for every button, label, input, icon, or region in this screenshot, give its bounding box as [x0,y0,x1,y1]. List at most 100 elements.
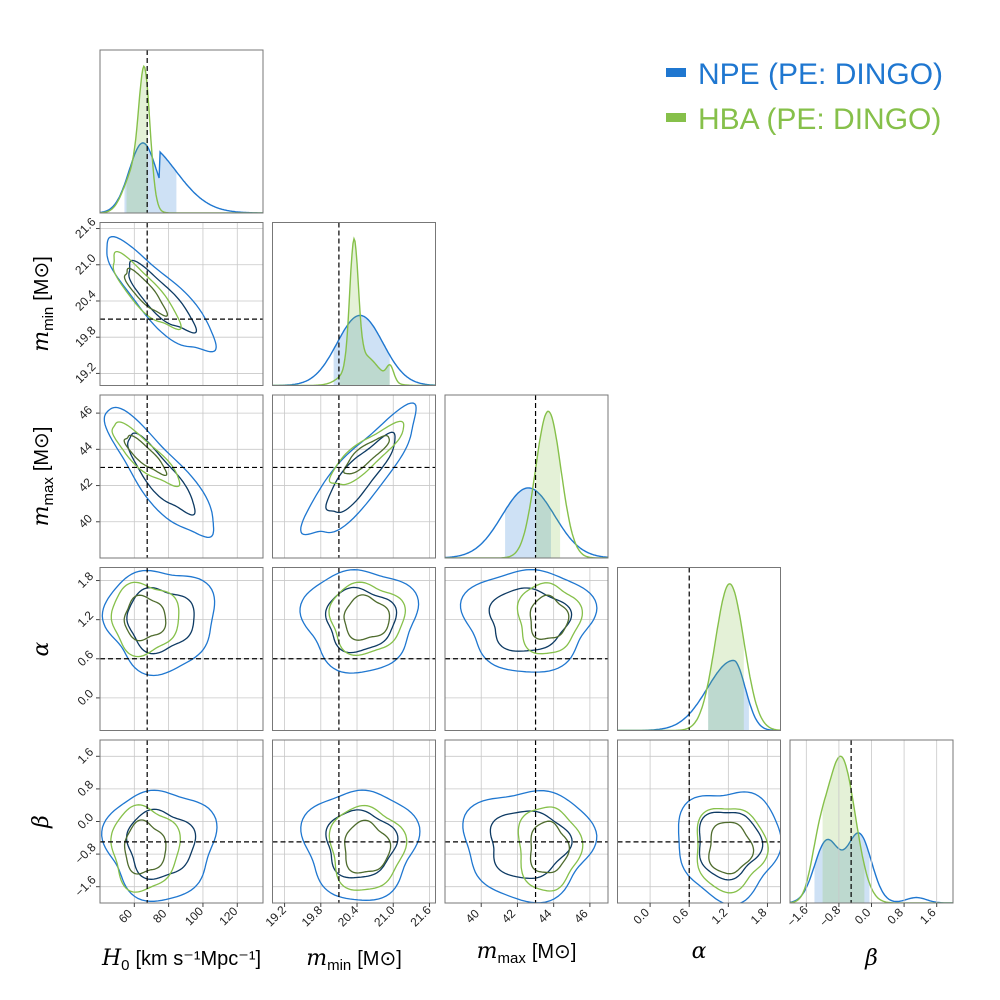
y-axis-label-beta: β [29,815,54,829]
panel-beta-mmax: 40 42 44 46 [444,739,609,926]
legend-label-hba: HBA (PE: DINGO) [698,103,941,136]
x-tick-label-H0: 80 [150,906,170,926]
y-tick-label-mmax: 42 [76,475,96,495]
contour-hba-outer-beta-mmax [517,806,584,892]
contour-npe-inner-mmin-H0 [128,259,198,334]
panel-beta-H0: −1.6 −0.8 0.0 0.8 1.6 60 80 100 120 [72,739,264,928]
panel-mmax-mmax [444,394,609,559]
y-tick-label-mmin: 19.2 [72,359,99,386]
credible-band-npe-H0 [124,142,177,213]
contour-npe-outer-mmax-H0 [103,406,215,539]
x-tick-label-beta: −0.8 [817,903,844,930]
axis-labels: H0 [km s⁻¹Mpc⁻¹] mmin [M⊙] mmax [M⊙] α β mmin[M⊙… [29,256,878,974]
panel-beta-beta: −1.6 −0.8 0.0 0.8 1.6 [784,739,954,930]
panel-frame [272,739,436,904]
y-tick-label-beta: 0.8 [75,777,97,799]
legend-swatch-npe [666,68,686,77]
contour-hba-inner-beta-mmin [344,819,392,874]
credible-band-npe-mmax [505,487,551,558]
panel-frame [99,739,264,904]
x-tick-label-mmin: 19.8 [299,903,326,930]
y-tick-label-alpha: 1.2 [75,608,97,630]
contour-hba-inner-beta-alpha [708,821,755,875]
panel-alpha-mmax [444,567,609,731]
marginal-hba-alpha [617,583,781,731]
panel-frame [444,394,609,559]
contour-npe-inner-beta-mmin [325,809,399,879]
x-tick-label-mmax: 44 [535,906,555,926]
panel-frame [99,222,264,386]
x-tick-label-mmin: 21.6 [407,903,434,930]
contour-npe-inner-alpha-H0 [126,586,195,655]
contour-hba-inner-mmin-H0 [123,267,169,317]
contour-hba-inner-alpha-H0 [123,594,167,642]
panel-frame [272,222,436,386]
marginal-npe-H0 [100,142,263,213]
contour-npe-outer-beta-H0 [101,789,218,902]
panel-alpha-H0: 0.0 0.6 1.2 1.8 [75,567,264,731]
contour-hba-outer-beta-alpha [696,807,769,894]
contour-hba-inner-mmax-mmin [343,434,390,475]
marginal-npe-mmin [272,314,436,386]
legend: NPE (PE: DINGO) HBA (PE: DINGO) [666,58,943,136]
panel-frame [99,49,264,214]
y-axis-label-mmax: mmax[M⊙] [29,427,57,527]
marginal-hba-mmax [445,410,608,558]
credible-band-hba-beta [822,756,865,903]
y-tick-label-mmax: 44 [76,439,96,459]
contour-hba-inner-mmax-H0 [123,434,168,477]
panel-alpha-mmin [272,567,436,731]
marginal-hba-H0 [100,64,263,213]
y-axis-label-mmin: mmin[M⊙] [29,256,57,352]
y-tick-label-mmin: 20.4 [72,287,99,314]
y-tick-label-alpha: 0.0 [75,686,97,708]
y-tick-label-alpha: 0.6 [75,647,97,669]
credible-band-hba-mmax [535,411,561,558]
contour-hba-inner-beta-mmax [529,820,571,874]
x-tick-label-alpha: 1.8 [748,905,770,927]
panel-mmin-mmin [272,222,436,386]
legend-swatch-hba [666,113,686,122]
y-tick-label-mmin: 21.6 [72,215,99,242]
panel-mmin-H0: 19.2 19.8 20.4 21.0 21.6 [72,215,264,386]
contour-npe-inner-beta-H0 [125,808,197,880]
x-tick-label-H0: 120 [216,904,240,928]
panel-frame [444,567,609,731]
panel-mmax-H0: 40 42 44 46 [76,394,264,559]
x-tick-label-alpha: 0.0 [630,905,652,927]
y-tick-label-beta: −0.8 [72,840,99,867]
x-tick-label-beta: 1.6 [917,905,939,927]
contour-npe-outer-alpha-H0 [101,569,216,677]
contour-npe-outer-mmax-mmin [300,402,417,536]
contour-hba-inner-alpha-mmin [343,594,391,641]
contour-hba-outer-alpha-H0 [110,581,180,658]
x-tick-label-mmin: 19.2 [263,903,290,930]
contour-hba-outer-mmax-H0 [111,421,181,488]
y-tick-label-mmin: 21.0 [72,251,99,278]
marginal-npe-mmax [445,487,608,558]
panel-mmax-mmin [272,394,436,559]
x-axis-label-beta: β [864,946,878,971]
panel-frame [617,567,781,731]
x-tick-label-alpha: 1.2 [709,905,731,927]
credible-band-npe-beta [814,832,870,903]
x-axis-label-alpha: α [692,939,707,964]
x-tick-label-mmin: 21.0 [371,903,398,930]
panel-alpha-alpha [617,567,781,731]
y-tick-label-alpha: 1.8 [75,569,97,591]
contour-npe-outer-beta-mmax [462,789,598,903]
x-tick-label-beta: 0.0 [852,905,874,927]
x-tick-label-mmax: 46 [571,906,591,926]
y-tick-label-mmax: 40 [76,511,96,531]
panel-frame [617,739,781,904]
contour-npe-outer-beta-alpha [677,791,781,903]
marginal-npe-alpha [617,659,781,731]
panel-frame [272,567,436,731]
x-tick-label-mmax: 40 [463,906,483,926]
contour-npe-outer-alpha-mmin [299,569,420,674]
contour-hba-inner-alpha-mmax [529,594,570,640]
contour-hba-inner-beta-H0 [123,819,167,875]
credible-band-hba-mmin [339,238,390,386]
panel-frame [444,739,609,904]
